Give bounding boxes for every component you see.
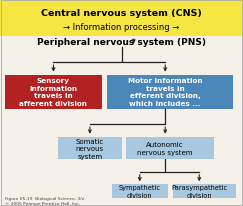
FancyBboxPatch shape (58, 137, 122, 160)
Text: Somatic
nervous
system: Somatic nervous system (76, 138, 104, 159)
Text: Sympathetic
division: Sympathetic division (119, 184, 161, 198)
FancyBboxPatch shape (0, 37, 243, 206)
FancyBboxPatch shape (112, 184, 168, 198)
FancyBboxPatch shape (107, 75, 233, 109)
FancyBboxPatch shape (0, 0, 243, 37)
Text: Parasympathetic
division: Parasympathetic division (171, 184, 227, 198)
Text: Motor information
travels in
efferent division,
which includes ...: Motor information travels in efferent di… (128, 77, 203, 107)
Text: Central nervous system (CNS): Central nervous system (CNS) (41, 9, 202, 18)
FancyBboxPatch shape (126, 137, 214, 160)
FancyBboxPatch shape (5, 75, 102, 109)
Text: → Information processing →: → Information processing → (63, 23, 180, 32)
FancyBboxPatch shape (173, 184, 236, 198)
Text: Sensory
information
travels in
afferent division: Sensory information travels in afferent … (19, 77, 87, 107)
Text: Peripheral nervous system (PNS): Peripheral nervous system (PNS) (37, 38, 206, 47)
Text: Figure 05-19  Biological Science, 3/e
© 2005 Pearson Prentice Hall, Inc.: Figure 05-19 Biological Science, 3/e © 2… (5, 197, 84, 205)
Text: Autonomic
nervous system: Autonomic nervous system (138, 142, 193, 155)
